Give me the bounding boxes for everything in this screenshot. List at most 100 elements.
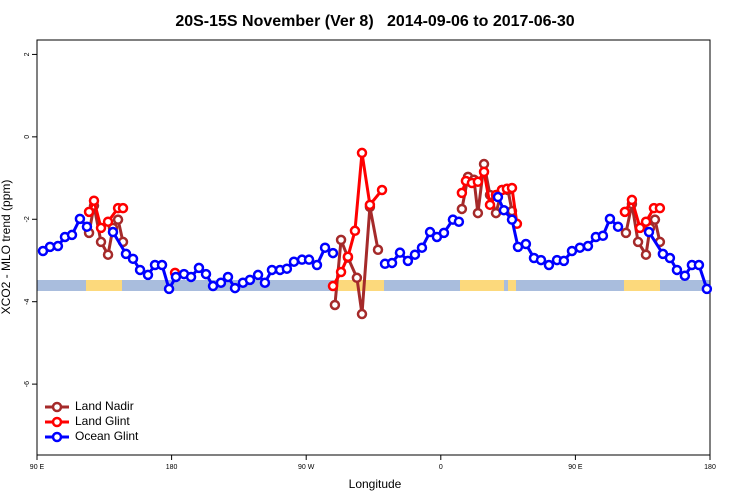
point xyxy=(484,199,496,211)
point xyxy=(88,195,100,206)
point xyxy=(83,206,95,218)
point xyxy=(619,206,631,218)
point xyxy=(163,283,175,295)
y-tick-label: 2 xyxy=(24,52,31,56)
point xyxy=(120,248,132,260)
series xyxy=(83,147,666,292)
point xyxy=(649,214,661,225)
point xyxy=(612,221,624,232)
point xyxy=(66,229,78,241)
point xyxy=(597,230,609,242)
point xyxy=(134,264,146,276)
point xyxy=(453,216,465,227)
legend-label: Ocean Glint xyxy=(75,429,139,443)
point xyxy=(620,227,632,239)
point xyxy=(364,199,376,211)
point xyxy=(438,227,450,239)
point xyxy=(478,166,490,178)
point xyxy=(543,259,555,271)
legend-label: Land Glint xyxy=(75,414,130,428)
x-tick-label: 180 xyxy=(704,464,716,471)
plot-frame xyxy=(36,39,711,456)
point xyxy=(664,252,676,264)
point xyxy=(456,203,468,215)
point xyxy=(156,259,168,271)
point xyxy=(327,280,339,292)
point xyxy=(327,247,339,259)
y-tick-label: -4 xyxy=(24,298,31,304)
legend-marker xyxy=(51,401,63,413)
land-band xyxy=(86,280,122,291)
point xyxy=(259,277,271,288)
point xyxy=(127,253,139,265)
land-band xyxy=(624,280,660,291)
point xyxy=(356,147,368,159)
point xyxy=(654,202,666,214)
point xyxy=(492,191,504,203)
point xyxy=(95,222,107,234)
point xyxy=(535,254,547,266)
point xyxy=(679,270,691,281)
point xyxy=(266,264,278,276)
point xyxy=(351,272,363,284)
y-tick-label: -6 xyxy=(24,381,31,387)
point xyxy=(81,221,93,232)
land-band xyxy=(460,280,504,291)
legend-label: Land Nadir xyxy=(75,399,134,413)
point xyxy=(342,251,354,263)
point xyxy=(424,226,436,238)
y-tick-label: 0 xyxy=(24,135,31,139)
point xyxy=(520,238,532,250)
point xyxy=(303,254,315,265)
point xyxy=(416,242,428,253)
surface-band xyxy=(37,280,710,291)
point xyxy=(117,202,129,214)
point xyxy=(409,249,421,260)
point xyxy=(170,271,182,283)
point xyxy=(394,247,406,258)
point xyxy=(506,182,518,194)
point xyxy=(558,255,570,267)
point xyxy=(142,269,154,281)
point xyxy=(574,242,586,253)
y-tick-label: -2 xyxy=(24,216,31,222)
point xyxy=(604,213,616,225)
chart-title: 20S-15S November (Ver 8) 2014-09-06 to 2… xyxy=(175,13,574,30)
point xyxy=(329,299,341,311)
point xyxy=(386,257,398,269)
series xyxy=(37,191,713,295)
point xyxy=(102,216,114,227)
point xyxy=(335,234,347,246)
point xyxy=(229,282,241,294)
x-tick-label: 90 E xyxy=(568,464,583,471)
x-tick-label: 0 xyxy=(439,464,443,471)
point xyxy=(222,271,234,283)
point xyxy=(701,283,713,295)
x-axis-label: Longitude xyxy=(349,477,402,491)
land-band xyxy=(508,280,516,291)
point xyxy=(376,184,388,196)
point xyxy=(252,269,264,281)
x-tick-label: 90 W xyxy=(298,464,315,471)
point xyxy=(506,214,518,225)
point xyxy=(193,262,205,274)
point xyxy=(498,204,510,216)
point xyxy=(582,240,594,252)
point xyxy=(356,308,368,320)
point xyxy=(402,255,414,267)
x-tick-label: 180 xyxy=(166,464,178,471)
point xyxy=(281,263,293,274)
point xyxy=(244,274,256,286)
point xyxy=(185,271,197,283)
point xyxy=(74,213,86,225)
x-tick-label: 90 E xyxy=(30,464,45,471)
point xyxy=(95,236,107,248)
point xyxy=(643,226,655,238)
point xyxy=(112,214,124,225)
point xyxy=(671,264,683,276)
point xyxy=(472,176,484,188)
y-axis-label: XCO2 - MLO trend (ppm) xyxy=(0,180,13,315)
point xyxy=(632,236,644,248)
legend-marker xyxy=(51,416,63,428)
point xyxy=(102,249,114,260)
